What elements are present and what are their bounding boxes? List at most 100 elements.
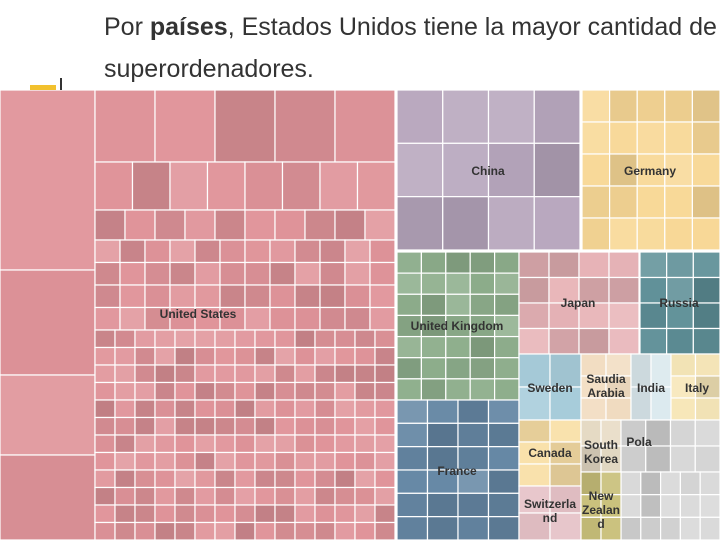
germany-tile bbox=[608, 90, 638, 123]
us-tile bbox=[134, 346, 156, 366]
us-tile bbox=[214, 521, 236, 540]
germany-tile bbox=[581, 153, 611, 187]
us-tile bbox=[344, 306, 371, 331]
us-tile bbox=[254, 434, 276, 454]
united-kingdom-tile bbox=[469, 335, 496, 359]
saudia-arabia-tile bbox=[580, 397, 607, 421]
us-tile bbox=[174, 434, 196, 454]
italy-tile bbox=[694, 353, 720, 377]
russia-tile bbox=[692, 251, 720, 279]
us-tile bbox=[374, 451, 396, 471]
sweden-tile bbox=[549, 386, 582, 421]
us-tile bbox=[354, 381, 376, 401]
us-tile bbox=[214, 90, 276, 163]
russia-tile bbox=[639, 327, 668, 355]
us-tile bbox=[374, 504, 396, 524]
china-label: China bbox=[471, 164, 505, 178]
france-tile bbox=[396, 399, 429, 424]
germany-tile bbox=[608, 185, 638, 219]
us-tile bbox=[134, 434, 156, 454]
france-tile bbox=[396, 446, 429, 471]
us-tile bbox=[94, 284, 121, 309]
other-tile bbox=[620, 494, 642, 518]
us-tile bbox=[94, 416, 116, 436]
us-tile bbox=[169, 239, 196, 264]
us-tile bbox=[144, 261, 171, 286]
italy-tile bbox=[694, 397, 720, 421]
us-tile bbox=[134, 416, 156, 436]
us-tile bbox=[94, 346, 116, 366]
france-label: France bbox=[437, 464, 477, 478]
us-tile bbox=[194, 416, 216, 436]
germany-label: Germany bbox=[624, 164, 676, 178]
united-states-label: United States bbox=[160, 307, 237, 321]
us-tile bbox=[94, 329, 116, 349]
united-kingdom-tile bbox=[469, 357, 496, 380]
country-treemap: United States China Germany United Kingdom J… bbox=[0, 90, 720, 540]
us-tile bbox=[174, 416, 196, 436]
united-kingdom-tile bbox=[396, 251, 422, 274]
us-tile bbox=[114, 364, 136, 384]
japan-tile bbox=[608, 302, 640, 330]
us-tile bbox=[374, 399, 396, 419]
us-tile bbox=[94, 261, 121, 286]
united-kingdom-tile bbox=[494, 378, 520, 401]
us-tile bbox=[214, 486, 236, 506]
switzerland-tile bbox=[518, 485, 551, 514]
us-tile bbox=[214, 329, 236, 349]
china-tile bbox=[533, 142, 581, 198]
us-tile bbox=[154, 381, 176, 401]
us-tile bbox=[369, 284, 396, 309]
us-tile bbox=[334, 416, 356, 436]
us-tile bbox=[369, 239, 396, 264]
united-kingdom-tile bbox=[469, 251, 496, 274]
us-tile bbox=[356, 161, 396, 211]
us-tile bbox=[94, 161, 134, 211]
germany-tile bbox=[581, 217, 611, 251]
france-tile bbox=[426, 422, 459, 448]
france-tile bbox=[457, 516, 490, 540]
germany-tile bbox=[608, 121, 638, 155]
france-tile bbox=[426, 399, 459, 424]
other-tile bbox=[679, 471, 701, 496]
us-tile bbox=[114, 434, 136, 454]
us-tile bbox=[234, 451, 256, 471]
us-tile bbox=[154, 90, 216, 163]
germany-tile bbox=[581, 90, 611, 123]
italy-tile bbox=[670, 397, 697, 421]
us-tile bbox=[184, 209, 216, 241]
france-label-group: France bbox=[437, 464, 477, 478]
us-tile bbox=[269, 306, 296, 331]
italy-label-group: Italy bbox=[685, 381, 709, 395]
us-tile bbox=[94, 434, 116, 454]
us-tile bbox=[269, 261, 296, 286]
us-tile bbox=[354, 346, 376, 366]
us-tile bbox=[294, 504, 316, 524]
us-tile bbox=[254, 346, 276, 366]
us-tile bbox=[354, 399, 376, 419]
south-korea-label: Korea bbox=[584, 452, 618, 466]
us-tile bbox=[374, 346, 396, 366]
russia-tile bbox=[666, 251, 694, 279]
us-tile bbox=[274, 209, 306, 241]
united-kingdom-tile bbox=[445, 272, 471, 295]
us-tile bbox=[214, 364, 236, 384]
us-tile bbox=[214, 469, 236, 489]
us-tile bbox=[214, 434, 236, 454]
us-tile bbox=[214, 346, 236, 366]
us-tile bbox=[274, 364, 296, 384]
us-tile bbox=[174, 346, 196, 366]
china-tile bbox=[487, 196, 535, 251]
germany-tile bbox=[691, 153, 720, 187]
germany-tile bbox=[636, 217, 666, 251]
us-tile bbox=[234, 434, 256, 454]
us-tile bbox=[334, 486, 356, 506]
us-tile bbox=[154, 486, 176, 506]
germany-tile bbox=[636, 90, 666, 123]
us-tile bbox=[254, 469, 276, 489]
canada-label: Canada bbox=[528, 446, 572, 460]
us-tile bbox=[314, 451, 336, 471]
us-tile bbox=[169, 284, 196, 309]
us-tile bbox=[269, 239, 296, 264]
